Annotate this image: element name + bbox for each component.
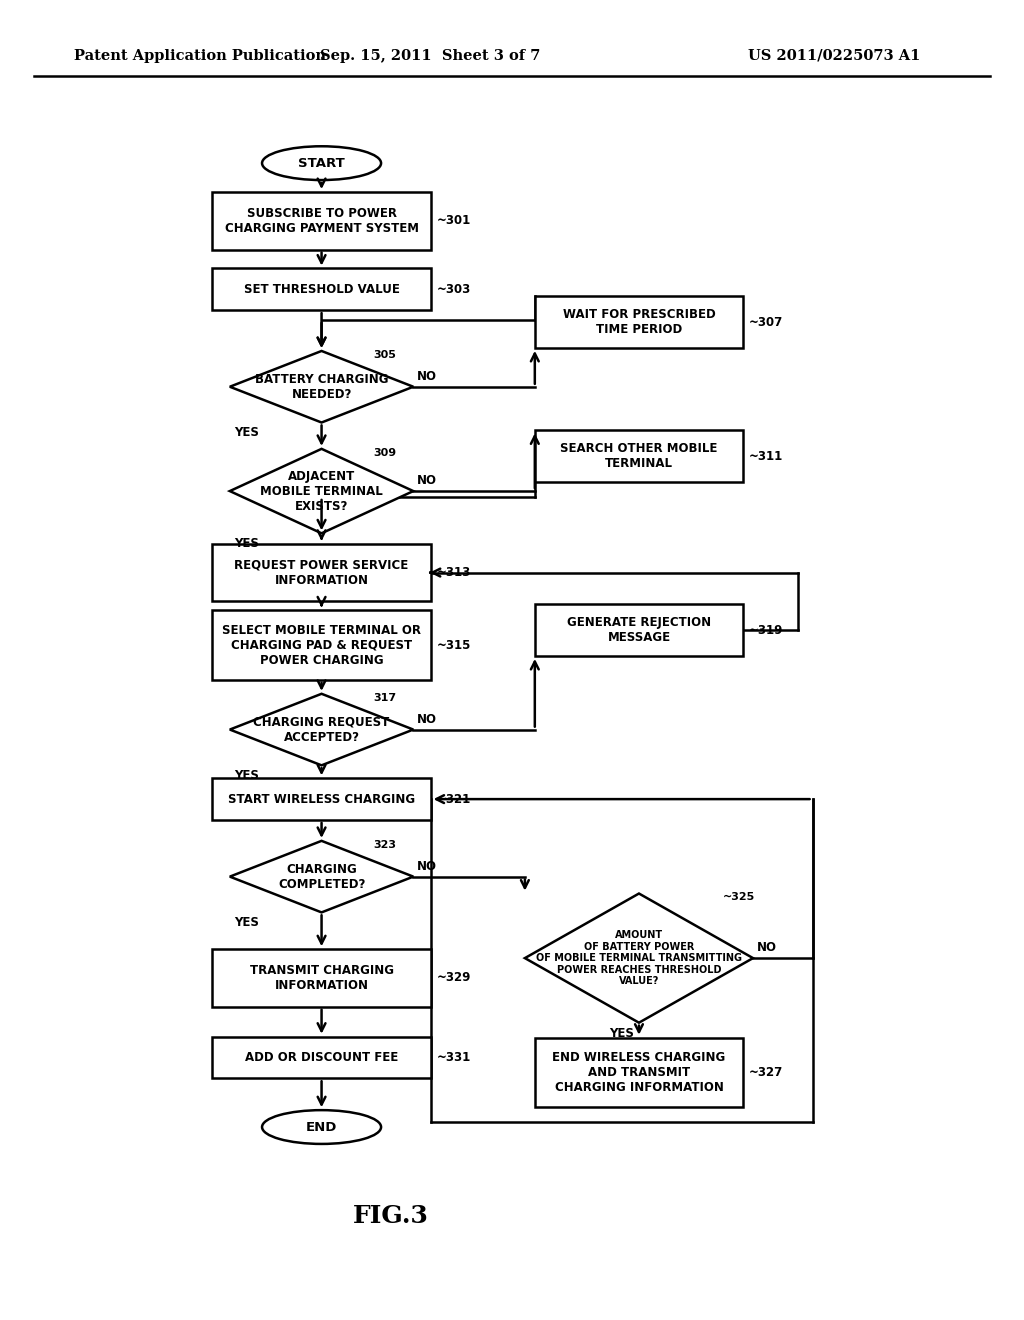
Text: NO: NO xyxy=(757,941,777,954)
FancyBboxPatch shape xyxy=(212,610,431,680)
Text: AMOUNT
OF BATTERY POWER
OF MOBILE TERMINAL TRANSMITTING
POWER REACHES THRESHOLD
: AMOUNT OF BATTERY POWER OF MOBILE TERMIN… xyxy=(536,929,742,986)
Text: BATTERY CHARGING
NEEDED?: BATTERY CHARGING NEEDED? xyxy=(255,372,388,401)
FancyBboxPatch shape xyxy=(212,949,431,1007)
Text: NO: NO xyxy=(417,370,437,383)
FancyBboxPatch shape xyxy=(535,430,743,482)
FancyBboxPatch shape xyxy=(212,191,431,249)
Text: START WIRELESS CHARGING: START WIRELESS CHARGING xyxy=(228,792,415,805)
Polygon shape xyxy=(525,894,753,1023)
FancyBboxPatch shape xyxy=(212,268,431,310)
Text: ~303: ~303 xyxy=(436,282,471,296)
Text: ADJACENT
MOBILE TERMINAL
EXISTS?: ADJACENT MOBILE TERMINAL EXISTS? xyxy=(260,470,383,512)
Text: YES: YES xyxy=(233,426,259,440)
Text: TRANSMIT CHARGING
INFORMATION: TRANSMIT CHARGING INFORMATION xyxy=(250,964,393,991)
Text: CHARGING REQUEST
ACCEPTED?: CHARGING REQUEST ACCEPTED? xyxy=(253,715,390,743)
Ellipse shape xyxy=(262,147,381,180)
Text: ~331: ~331 xyxy=(436,1051,471,1064)
Text: START: START xyxy=(298,157,345,170)
Text: SET THRESHOLD VALUE: SET THRESHOLD VALUE xyxy=(244,282,399,296)
Polygon shape xyxy=(229,841,414,912)
Text: ~315: ~315 xyxy=(436,639,471,652)
Text: 323: 323 xyxy=(374,840,396,850)
Text: 309: 309 xyxy=(374,447,396,458)
Text: CHARGING
COMPLETED?: CHARGING COMPLETED? xyxy=(278,863,366,891)
Text: ~319: ~319 xyxy=(749,623,783,636)
Text: YES: YES xyxy=(233,537,259,550)
Text: END: END xyxy=(306,1121,337,1134)
Text: ~325: ~325 xyxy=(723,892,756,903)
Text: REQUEST POWER SERVICE
INFORMATION: REQUEST POWER SERVICE INFORMATION xyxy=(234,558,409,586)
Text: 317: 317 xyxy=(374,693,396,702)
Text: SELECT MOBILE TERMINAL OR
CHARGING PAD & REQUEST
POWER CHARGING: SELECT MOBILE TERMINAL OR CHARGING PAD &… xyxy=(222,623,421,667)
FancyBboxPatch shape xyxy=(535,605,743,656)
Text: US 2011/0225073 A1: US 2011/0225073 A1 xyxy=(749,49,921,63)
Text: FIG.3: FIG.3 xyxy=(353,1204,429,1229)
Text: ~321: ~321 xyxy=(436,792,471,805)
Text: ~311: ~311 xyxy=(749,450,783,463)
Text: YES: YES xyxy=(233,916,259,929)
Polygon shape xyxy=(229,351,414,422)
Text: NO: NO xyxy=(417,474,437,487)
Text: END WIRELESS CHARGING
AND TRANSMIT
CHARGING INFORMATION: END WIRELESS CHARGING AND TRANSMIT CHARG… xyxy=(552,1051,726,1094)
Polygon shape xyxy=(229,449,414,533)
Text: NO: NO xyxy=(417,859,437,873)
FancyBboxPatch shape xyxy=(535,1038,743,1107)
Text: SEARCH OTHER MOBILE
TERMINAL: SEARCH OTHER MOBILE TERMINAL xyxy=(560,442,718,470)
Text: SUBSCRIBE TO POWER
CHARGING PAYMENT SYSTEM: SUBSCRIBE TO POWER CHARGING PAYMENT SYST… xyxy=(224,207,419,235)
FancyBboxPatch shape xyxy=(212,779,431,820)
Text: ~313: ~313 xyxy=(436,566,471,579)
Text: ~301: ~301 xyxy=(436,214,471,227)
FancyBboxPatch shape xyxy=(212,544,431,602)
Text: ~329: ~329 xyxy=(436,972,471,985)
Text: ~307: ~307 xyxy=(749,315,783,329)
FancyBboxPatch shape xyxy=(212,1036,431,1078)
Text: Patent Application Publication: Patent Application Publication xyxy=(74,49,326,63)
FancyBboxPatch shape xyxy=(535,296,743,348)
Text: NO: NO xyxy=(417,713,437,726)
Text: ~327: ~327 xyxy=(749,1065,783,1078)
Ellipse shape xyxy=(262,1110,381,1144)
Text: YES: YES xyxy=(233,770,259,783)
Text: YES: YES xyxy=(609,1027,634,1040)
Text: 305: 305 xyxy=(374,350,396,360)
Polygon shape xyxy=(229,694,414,766)
Text: ADD OR DISCOUNT FEE: ADD OR DISCOUNT FEE xyxy=(245,1051,398,1064)
Text: WAIT FOR PRESCRIBED
TIME PERIOD: WAIT FOR PRESCRIBED TIME PERIOD xyxy=(562,308,716,337)
Text: GENERATE REJECTION
MESSAGE: GENERATE REJECTION MESSAGE xyxy=(567,616,711,644)
Text: Sep. 15, 2011  Sheet 3 of 7: Sep. 15, 2011 Sheet 3 of 7 xyxy=(321,49,541,63)
